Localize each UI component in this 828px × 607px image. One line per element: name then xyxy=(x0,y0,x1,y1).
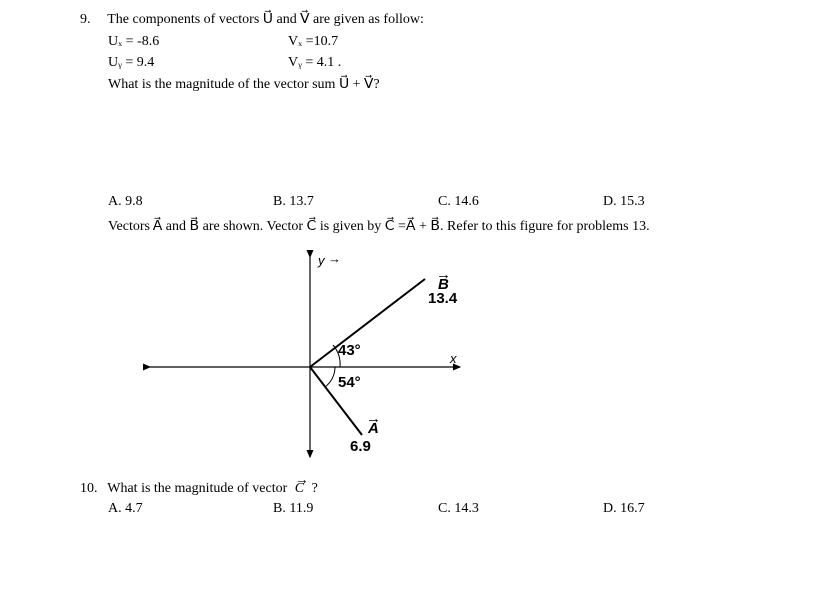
q9-vx: Vₓ =10.7 xyxy=(288,32,338,52)
q9-row2: Uᵧ = 9.4 Vᵧ = 4.1 . xyxy=(108,53,768,73)
x-axis-label: x xyxy=(449,351,457,366)
vec-c-arrow: → xyxy=(295,471,309,491)
q9-number: 9. xyxy=(80,10,104,30)
q9-row1: Uₓ = -8.6 Vₓ =10.7 xyxy=(108,32,768,52)
q10-prompt: 10. What is the magnitude of vector → C … xyxy=(80,479,768,499)
vectors-intro: Vectors A⃗ and B⃗ are shown. Vector C⃗ i… xyxy=(108,218,768,235)
q9-ans-c: C. 14.6 xyxy=(438,194,603,210)
q9-prompt: 9. The components of vectors U⃗ and V⃗ a… xyxy=(80,10,768,30)
q10-number: 10. xyxy=(80,479,104,499)
q9-ans-b: B. 13.7 xyxy=(273,194,438,210)
angle-54-arc xyxy=(325,367,335,387)
q10-ans-d: D. 16.7 xyxy=(603,501,768,517)
y-axis-arrow: → xyxy=(328,251,341,266)
angle-54-label: 54° xyxy=(338,374,361,391)
q9-uy: Uᵧ = 9.4 xyxy=(108,53,288,73)
q9-answers: A. 9.8 B. 13.7 C. 14.6 D. 15.3 xyxy=(108,194,768,210)
q9-ans-d: D. 15.3 xyxy=(603,194,768,210)
q10-qmark: ? xyxy=(312,481,318,496)
vec-a-mag: 6.9 xyxy=(350,438,371,455)
q10-ans-a: A. 4.7 xyxy=(108,501,273,517)
vec-b-mag: 13.4 xyxy=(428,290,458,307)
q9-ux: Uₓ = -8.6 xyxy=(108,32,288,52)
vec-a-label: A xyxy=(367,420,379,437)
q10-prompt-text: What is the magnitude of vector xyxy=(107,481,287,496)
q10-ans-b: B. 11.9 xyxy=(273,501,438,517)
q9-prompt-text: The components of vectors U⃗ and V⃗ are … xyxy=(107,12,424,27)
vector-figure: y → x 43° 54° → B 13.4 → A 6.9 xyxy=(140,247,560,467)
angle-43-label: 43° xyxy=(338,342,361,359)
vector-b-line xyxy=(310,279,425,367)
q9-vy: Vᵧ = 4.1 . xyxy=(288,53,341,73)
q9-question: What is the magnitude of the vector sum … xyxy=(108,75,768,95)
y-axis-label: y xyxy=(317,253,326,268)
q10-ans-c: C. 14.3 xyxy=(438,501,603,517)
q10-answers: A. 4.7 B. 11.9 C. 14.3 D. 16.7 xyxy=(108,501,768,517)
q9-ans-a: A. 9.8 xyxy=(108,194,273,210)
